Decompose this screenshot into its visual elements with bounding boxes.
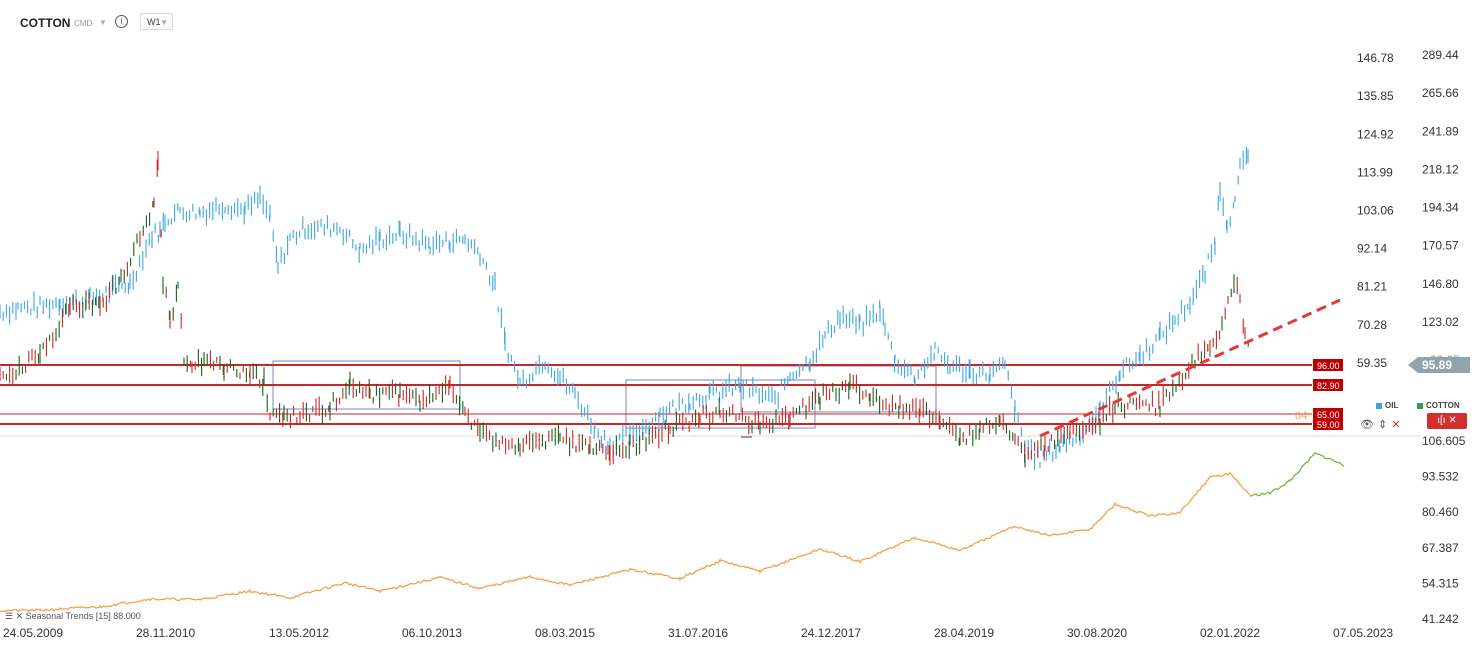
price-axis-tick: 70.28 [1357, 318, 1387, 332]
price-axis-tick: 59.35 [1357, 356, 1387, 370]
price-axis-tick: 146.78 [1357, 51, 1394, 65]
trend-line [1039, 298, 1341, 438]
date-axis-tick: 13.05.2012 [269, 626, 329, 640]
level-badge-label: 96.00 [1317, 361, 1340, 371]
date-axis-tick: 24.05.2009 [3, 626, 63, 640]
legend-cotton-swatch [1417, 402, 1423, 409]
lower-axis-tick: 93.532 [1422, 470, 1459, 484]
oil-axis-tick: 146.80 [1422, 277, 1459, 291]
date-axis-tick: 31.07.2016 [668, 626, 728, 640]
level-badge-label: 59.00 [1317, 420, 1340, 430]
level-marker-label: 04 [1295, 410, 1307, 422]
updown-icon[interactable]: ⇕ [1377, 419, 1388, 431]
chevron-down-icon[interactable]: ▼ [99, 18, 107, 27]
close-icon[interactable]: ✕ [15, 611, 24, 621]
price-axis-tick: 81.21 [1357, 280, 1387, 294]
timeframe-value: W1 [147, 17, 161, 27]
date-axis-tick: 07.05.2023 [1333, 626, 1393, 640]
legend-oil-label: OIL [1385, 401, 1399, 410]
date-axis-tick: 02.01.2022 [1200, 626, 1260, 640]
forecast-line [1249, 452, 1345, 497]
date-axis-tick: 30.08.2020 [1067, 626, 1127, 640]
oil-axis-tick: 218.12 [1422, 162, 1459, 176]
oil-axis-tick: 265.66 [1422, 86, 1459, 100]
lower-axis-tick: 80.460 [1422, 505, 1459, 519]
date-axis-tick: 08.03.2015 [535, 626, 595, 640]
date-axis-tick: 06.10.2013 [402, 626, 462, 640]
close-icon[interactable]: ✕ [1448, 415, 1457, 426]
level-badge-label: 65.00 [1317, 410, 1340, 420]
oil-axis-tick: 194.34 [1422, 201, 1459, 215]
price-axis-tick: 92.14 [1357, 242, 1387, 256]
oil-axis-tick: 289.44 [1422, 48, 1459, 62]
instrument-type[interactable]: CMD [74, 19, 93, 28]
level-badge [1313, 408, 1343, 420]
menu-icon[interactable]: ☰ [5, 611, 14, 621]
legend-oil[interactable]: OIL [1376, 401, 1398, 410]
date-axis-tick: 28.04.2019 [934, 626, 994, 640]
legend-cotton[interactable]: COTTON [1417, 401, 1460, 410]
lower-axis-tick: 54.315 [1422, 576, 1459, 590]
oil-axis-tick: 241.89 [1422, 124, 1459, 138]
price-axis-tick: 124.92 [1357, 127, 1394, 141]
date-axis-tick: 28.11.2010 [136, 626, 195, 640]
price-axis-tick: 135.85 [1357, 89, 1394, 103]
symbol-name[interactable]: COTTON [20, 16, 71, 30]
date-axis-tick: 24.12.2017 [801, 626, 861, 640]
level-badge [1313, 418, 1343, 430]
range-box [625, 379, 816, 429]
level-badge [1313, 359, 1343, 371]
legend-cotton-label: COTTON [1426, 401, 1460, 410]
oil-axis-tick: 123.02 [1422, 315, 1459, 329]
level-badge [1313, 379, 1343, 391]
last-price-label: 95.89 [1422, 358, 1452, 372]
cotton-series-button[interactable]: ı[ı ✕ [1427, 413, 1467, 429]
level-badge-label: 82.90 [1317, 381, 1340, 391]
indicator-icon: ı[ı [1437, 415, 1446, 426]
series-controls: 👁 ⇕ ✕ [1360, 418, 1404, 431]
eye-icon[interactable]: 👁 [1360, 419, 1374, 431]
price-axis-tick: 103.06 [1357, 204, 1394, 218]
close-icon[interactable]: ✕ [1391, 419, 1401, 431]
price-axis-tick: 113.99 [1357, 165, 1393, 179]
last-price-badge [1408, 357, 1470, 373]
lower-axis-tick: 106.605 [1422, 434, 1466, 448]
timeframe-select[interactable]: W1 ▼ [140, 13, 173, 30]
info-icon[interactable]: i [115, 15, 128, 28]
seasonal-trend-line [0, 471, 1251, 613]
legend-oil-swatch [1376, 402, 1382, 409]
oil-axis-tick: 170.57 [1422, 239, 1459, 253]
lower-axis-tick: 41.242 [1422, 612, 1459, 626]
chevron-down-icon: ▼ [160, 18, 168, 27]
seasonal-trends-label: Seasonal Trends [15] 88.000 [25, 611, 141, 621]
lower-axis-tick: 67.387 [1422, 541, 1459, 555]
lower-panel-label: ☰ ✕ Seasonal Trends [15] 88.000 [5, 611, 141, 622]
chart-header: COTTON CMD ▼ i W1 ▼ [0, 0, 1482, 44]
